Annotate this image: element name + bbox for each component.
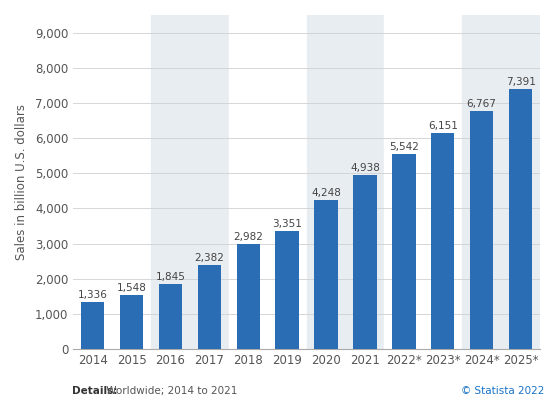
Text: 2,382: 2,382	[194, 253, 224, 263]
Bar	[392, 154, 416, 349]
Bar	[151, 15, 190, 349]
Text: Details:: Details:	[72, 386, 118, 396]
Text: 1,336: 1,336	[78, 290, 108, 300]
Text: 4,248: 4,248	[311, 188, 341, 198]
Bar	[462, 15, 501, 349]
Bar	[385, 15, 423, 349]
Bar	[509, 89, 532, 349]
Bar	[198, 265, 221, 349]
Bar	[314, 200, 337, 349]
Bar	[354, 176, 377, 349]
Bar	[346, 15, 385, 349]
Bar	[190, 15, 229, 349]
Bar	[112, 15, 151, 349]
Text: 6,151: 6,151	[428, 121, 458, 131]
Y-axis label: Sales in billion U.S. dollars: Sales in billion U.S. dollars	[15, 104, 28, 260]
Text: 4,938: 4,938	[350, 163, 380, 173]
Bar	[423, 15, 462, 349]
Bar	[229, 15, 268, 349]
Text: 2,982: 2,982	[233, 232, 263, 242]
Text: © Statista 2022: © Statista 2022	[461, 386, 544, 396]
Text: 1,845: 1,845	[155, 272, 185, 282]
Text: Worldwide; 2014 to 2021: Worldwide; 2014 to 2021	[103, 386, 237, 396]
Bar	[236, 244, 260, 349]
Bar	[268, 15, 306, 349]
Bar	[501, 15, 540, 349]
Text: 6,767: 6,767	[467, 99, 497, 109]
Text: 1,548: 1,548	[117, 282, 147, 292]
Bar	[306, 15, 346, 349]
Bar	[275, 231, 299, 349]
Bar	[431, 133, 455, 349]
Bar	[159, 284, 182, 349]
Bar	[470, 111, 493, 349]
Text: 5,542: 5,542	[389, 142, 419, 152]
Text: 3,351: 3,351	[272, 219, 302, 229]
Bar	[120, 295, 143, 349]
Bar	[81, 302, 104, 349]
Text: 7,391: 7,391	[506, 77, 536, 87]
Bar	[73, 15, 112, 349]
